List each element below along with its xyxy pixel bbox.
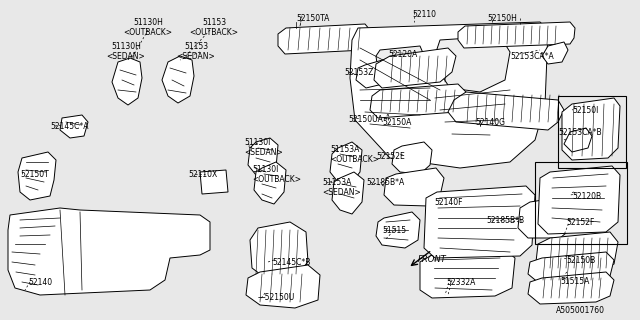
Text: 52140: 52140: [28, 278, 52, 287]
Polygon shape: [60, 115, 88, 138]
Polygon shape: [112, 58, 142, 105]
Polygon shape: [542, 42, 568, 64]
Polygon shape: [18, 152, 56, 200]
Polygon shape: [350, 22, 548, 168]
Text: 52185B*B: 52185B*B: [486, 216, 524, 225]
Text: 51130I
<SEDAN>: 51130I <SEDAN>: [244, 138, 283, 157]
Bar: [535, 162, 627, 244]
Text: 51153A
<OUTBACK>: 51153A <OUTBACK>: [330, 145, 379, 164]
Polygon shape: [162, 56, 194, 103]
Text: 52152E: 52152E: [376, 152, 404, 161]
Polygon shape: [528, 252, 614, 284]
Text: 52110X: 52110X: [188, 170, 217, 179]
Polygon shape: [392, 142, 432, 174]
Text: 52150H: 52150H: [487, 14, 517, 23]
Polygon shape: [528, 272, 614, 304]
Text: 51130H
<SEDAN>: 51130H <SEDAN>: [107, 42, 145, 61]
Polygon shape: [458, 22, 575, 48]
Text: 52110: 52110: [412, 10, 436, 19]
Text: 52150TA: 52150TA: [296, 14, 330, 23]
Text: —52150U: —52150U: [258, 293, 295, 302]
Text: 52332A: 52332A: [446, 278, 476, 287]
Text: 51153A
<SEDAN>: 51153A <SEDAN>: [322, 178, 361, 197]
Text: 51515: 51515: [382, 226, 406, 235]
Polygon shape: [424, 186, 535, 258]
Polygon shape: [356, 55, 408, 88]
Polygon shape: [384, 168, 444, 206]
Polygon shape: [246, 265, 320, 308]
Text: 52153CA*B: 52153CA*B: [558, 128, 602, 137]
Text: 51153
<OUTBACK>: 51153 <OUTBACK>: [189, 18, 239, 37]
Text: 52150B: 52150B: [566, 256, 595, 265]
Text: FRONT: FRONT: [418, 255, 447, 264]
Text: 52185B*A: 52185B*A: [366, 178, 404, 187]
Polygon shape: [562, 98, 620, 160]
Polygon shape: [370, 84, 466, 118]
Polygon shape: [254, 162, 286, 204]
Polygon shape: [250, 222, 308, 280]
Polygon shape: [200, 170, 228, 194]
Polygon shape: [448, 92, 564, 130]
Polygon shape: [330, 142, 362, 185]
Text: 52120A: 52120A: [388, 50, 417, 59]
Text: 51130H
<OUTBACK>: 51130H <OUTBACK>: [124, 18, 173, 37]
Polygon shape: [538, 166, 620, 234]
Polygon shape: [248, 138, 278, 178]
Text: 52120B: 52120B: [572, 192, 601, 201]
Text: 51153
<SEDAN>: 51153 <SEDAN>: [177, 42, 216, 61]
Polygon shape: [420, 250, 515, 298]
Bar: [558, 96, 626, 168]
Text: 52152F: 52152F: [566, 218, 595, 227]
Text: 52153CA*A: 52153CA*A: [510, 52, 554, 61]
Polygon shape: [518, 196, 576, 238]
Text: 52150A: 52150A: [382, 118, 412, 127]
Text: A505001760: A505001760: [556, 306, 605, 315]
Polygon shape: [278, 24, 370, 54]
Text: 51515A: 51515A: [560, 277, 589, 286]
Polygon shape: [564, 128, 592, 152]
Polygon shape: [436, 36, 510, 92]
Text: 52150T: 52150T: [20, 170, 49, 179]
Polygon shape: [374, 48, 456, 88]
Polygon shape: [8, 208, 210, 295]
Text: 52150I: 52150I: [572, 106, 598, 115]
Text: 52145C*B: 52145C*B: [272, 258, 310, 267]
Text: 52140G: 52140G: [475, 118, 505, 127]
Text: 51130I
<OUTBACK>: 51130I <OUTBACK>: [252, 165, 301, 184]
Text: 52145C*A: 52145C*A: [50, 122, 88, 131]
Text: 52150UA: 52150UA: [348, 115, 383, 124]
Polygon shape: [376, 212, 420, 248]
Polygon shape: [376, 46, 426, 86]
Polygon shape: [332, 172, 364, 214]
Text: 52140F: 52140F: [434, 198, 463, 207]
Polygon shape: [536, 232, 618, 272]
Text: 52153Z: 52153Z: [344, 68, 373, 77]
